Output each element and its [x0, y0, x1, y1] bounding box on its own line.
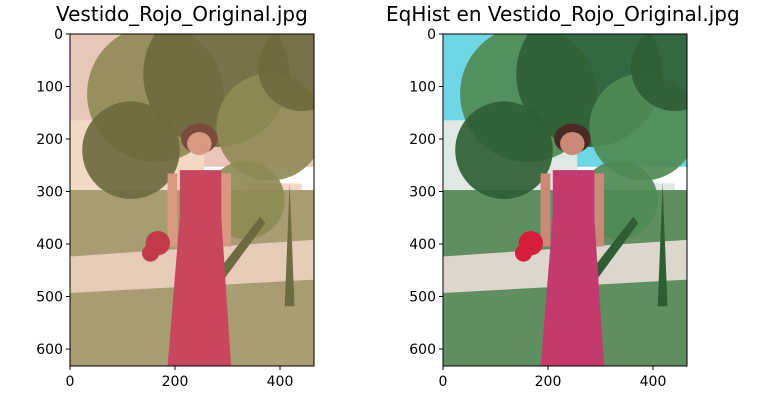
panel-1-ytick-label: 600	[36, 342, 63, 358]
panel-1-xtick-label: 0	[66, 374, 75, 390]
panel-1-xtick-label: 200	[162, 374, 189, 390]
panel-1-ytick-label: 300	[36, 185, 63, 201]
panel-1-ytick-label: 100	[36, 80, 63, 96]
panel-1-image	[70, 1, 346, 366]
panel-2-ytick-label: 600	[409, 342, 436, 358]
panel-2-ytick-label: 100	[409, 80, 436, 96]
panel-1-ytick-label: 500	[36, 290, 63, 306]
panel-2-xtick-label: 200	[535, 374, 562, 390]
panel-2-image	[443, 1, 719, 366]
panel-1-ytick-label: 0	[54, 27, 63, 43]
panel-2-ytick-label: 300	[409, 185, 436, 201]
panel-1-xtick-label: 400	[267, 374, 294, 390]
panel-2-ytick-label: 500	[409, 290, 436, 306]
panel-2-ytick-label: 200	[409, 132, 436, 148]
panel-1-ytick-label: 400	[36, 237, 63, 253]
panel-2-ytick-label: 400	[409, 237, 436, 253]
panel-2-xtick-label: 400	[640, 374, 667, 390]
panel-2-xtick-label: 0	[439, 374, 448, 390]
panel-2-ytick-label: 0	[427, 27, 436, 43]
panel-1-ytick-label: 200	[36, 132, 63, 148]
